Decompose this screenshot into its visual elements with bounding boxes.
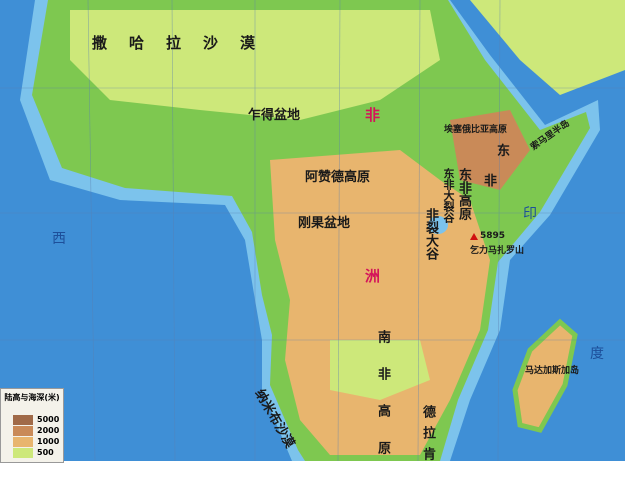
label-south-plateau: 南非高原 (375, 330, 390, 478)
legend-swatch-5000 (13, 415, 33, 425)
legend-swatch-2000 (13, 426, 33, 436)
label-east-2: 非 (484, 174, 498, 189)
south-interior-plain (330, 340, 430, 400)
label-chad-basin: 乍得盆地 (248, 108, 301, 123)
label-sahara: 撒哈拉沙漠 (92, 34, 278, 52)
legend-value: 500 (37, 448, 54, 457)
lake-victoria (428, 216, 448, 234)
madagascar (512, 318, 578, 433)
legend-swatch-500 (13, 448, 33, 458)
label-rift: 东非大裂谷 (442, 168, 455, 223)
legend-swatch-1000 (13, 437, 33, 447)
elevation-legend: 陆高与海深(米) 5000 2000 1000 500 (0, 388, 64, 463)
label-madagascar: 马达加斯加岛 (525, 366, 580, 376)
graticule (0, 0, 625, 461)
label-indian-1: 印 (523, 206, 537, 222)
ethiopian-highland (450, 110, 530, 190)
label-atlantic: 西 (52, 231, 66, 247)
label-indian-2: 度 (590, 346, 604, 362)
arabia (470, 0, 625, 95)
legend-value: 1000 (37, 437, 60, 446)
label-kilimanjaro: 乞力马扎罗山 (470, 246, 525, 256)
label-congo: 刚果盆地 (298, 216, 351, 231)
label-continent-2: 洲 (365, 267, 381, 285)
map-graphic (0, 0, 625, 461)
legend-value: 5000 (37, 415, 60, 424)
legend-value: 2000 (37, 426, 60, 435)
legend-title: 陆高与海深(米) (4, 393, 60, 402)
label-azande: 阿赞德高原 (305, 170, 371, 185)
label-east-plateau: 东非高原 (456, 168, 471, 220)
label-kilimanjaro-height: 5895 (480, 231, 506, 241)
label-east-1: 东 (497, 144, 511, 159)
label-continent-1: 非 (365, 106, 381, 124)
kilimanjaro-peak (470, 233, 478, 240)
label-drakensberg: 德拉肯 (420, 405, 435, 468)
label-ethiopia: 埃塞俄比亚高原 (444, 125, 508, 135)
label-rift-west: 非裂大谷 (423, 208, 438, 260)
